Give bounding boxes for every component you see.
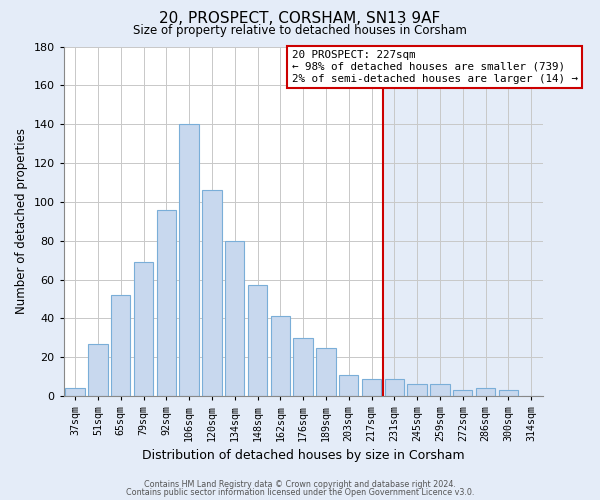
Bar (64, 46, 383, 396)
Text: Size of property relative to detached houses in Corsham: Size of property relative to detached ho… (133, 24, 467, 37)
Text: 20 PROSPECT: 227sqm
← 98% of detached houses are smaller (739)
2% of semi-detach: 20 PROSPECT: 227sqm ← 98% of detached ho… (292, 50, 578, 84)
Bar (407, 384, 427, 396)
Bar (362, 378, 381, 396)
Bar (225, 240, 244, 396)
Bar (476, 388, 495, 396)
Bar (271, 316, 290, 396)
Text: 20, PROSPECT, CORSHAM, SN13 9AF: 20, PROSPECT, CORSHAM, SN13 9AF (160, 11, 440, 26)
Bar (202, 190, 221, 396)
X-axis label: Distribution of detached houses by size in Corsham: Distribution of detached houses by size … (142, 450, 464, 462)
Y-axis label: Number of detached properties: Number of detached properties (15, 128, 28, 314)
Bar (316, 348, 335, 396)
Bar (293, 338, 313, 396)
Text: Contains HM Land Registry data © Crown copyright and database right 2024.: Contains HM Land Registry data © Crown c… (144, 480, 456, 489)
Bar (339, 375, 358, 396)
Bar (134, 262, 153, 396)
Bar (179, 124, 199, 396)
Bar (453, 390, 472, 396)
Text: Contains public sector information licensed under the Open Government Licence v3: Contains public sector information licen… (126, 488, 474, 497)
Bar (65, 388, 85, 396)
Bar (248, 286, 267, 396)
Bar (88, 344, 107, 396)
Bar (430, 384, 449, 396)
Bar (111, 295, 130, 396)
Bar (157, 210, 176, 396)
Bar (499, 390, 518, 396)
Bar (385, 378, 404, 396)
